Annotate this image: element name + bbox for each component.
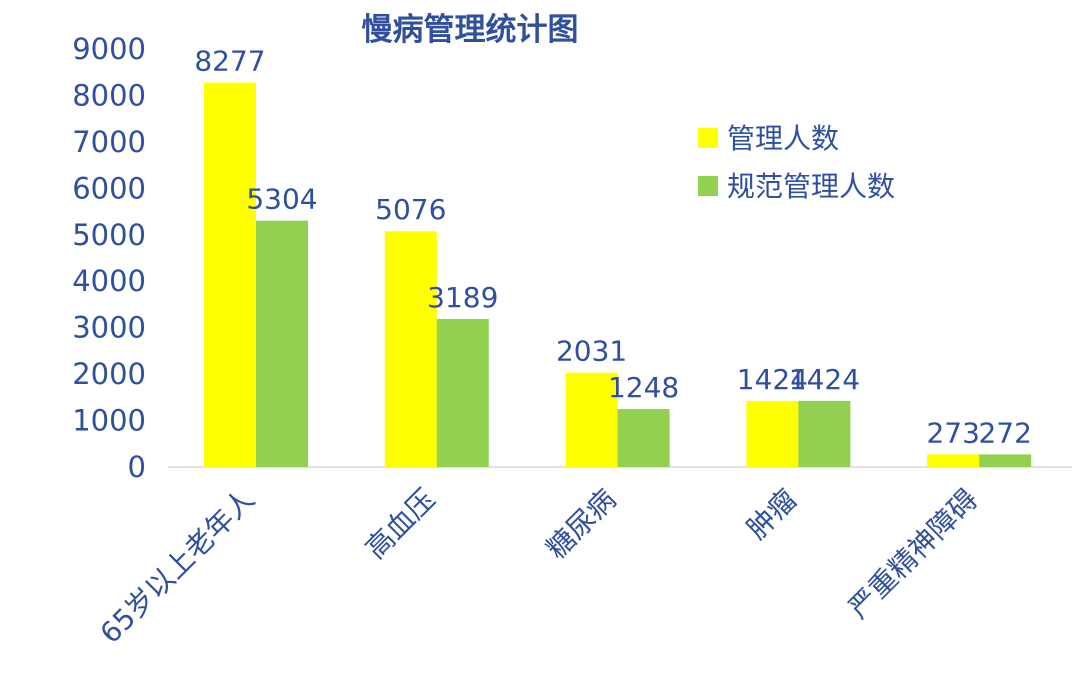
data-label: 1424 xyxy=(737,363,808,396)
y-tick-label: 6000 xyxy=(72,171,146,205)
x-category-label: 高血压 xyxy=(359,483,442,566)
data-label: 1248 xyxy=(608,371,679,404)
data-label: 5076 xyxy=(375,193,446,226)
data-label: 1424 xyxy=(789,363,860,396)
chart-title: 慢病管理统计图 xyxy=(362,12,579,48)
data-label: 3189 xyxy=(427,281,498,314)
bar xyxy=(565,372,618,467)
legend-label: 管理人数 xyxy=(727,122,839,155)
bar xyxy=(384,231,437,467)
y-tick-label: 5000 xyxy=(72,218,146,252)
x-category-label: 65岁以上老年人 xyxy=(94,483,261,650)
bar xyxy=(979,454,1032,467)
data-label: 8277 xyxy=(194,45,265,78)
legend-swatch xyxy=(698,128,718,148)
y-tick-label: 4000 xyxy=(72,264,146,298)
bars xyxy=(204,82,1032,467)
bar xyxy=(436,318,489,467)
data-label: 272 xyxy=(978,416,1031,449)
bar xyxy=(204,82,256,467)
bar xyxy=(927,454,980,467)
y-tick-label: 7000 xyxy=(72,125,146,159)
bar xyxy=(256,220,308,467)
x-axis-category-labels: 65岁以上老年人 高血压 糖尿病 肿瘤 严重精神障碍 xyxy=(94,483,985,650)
y-tick-label: 3000 xyxy=(72,311,146,345)
bar xyxy=(617,409,670,467)
x-category-label: 肿瘤 xyxy=(740,483,803,546)
legend-label: 规范管理人数 xyxy=(727,170,895,203)
x-category-label: 糖尿病 xyxy=(540,483,623,566)
y-axis-tick-labels: 0 1000 2000 3000 4000 5000 6000 7000 8000 9000 xyxy=(72,32,146,484)
x-category-label: 严重精神障碍 xyxy=(842,483,984,625)
legend-swatch xyxy=(698,176,718,196)
data-label: 2031 xyxy=(556,335,627,368)
bar xyxy=(798,400,851,467)
bar xyxy=(746,400,799,467)
y-tick-label: 0 xyxy=(128,450,146,484)
y-tick-label: 1000 xyxy=(72,404,146,438)
data-label: 5304 xyxy=(246,183,317,216)
y-tick-label: 9000 xyxy=(72,32,146,66)
data-label: 273 xyxy=(926,416,979,449)
y-tick-label: 8000 xyxy=(72,78,146,112)
y-tick-label: 2000 xyxy=(72,357,146,391)
